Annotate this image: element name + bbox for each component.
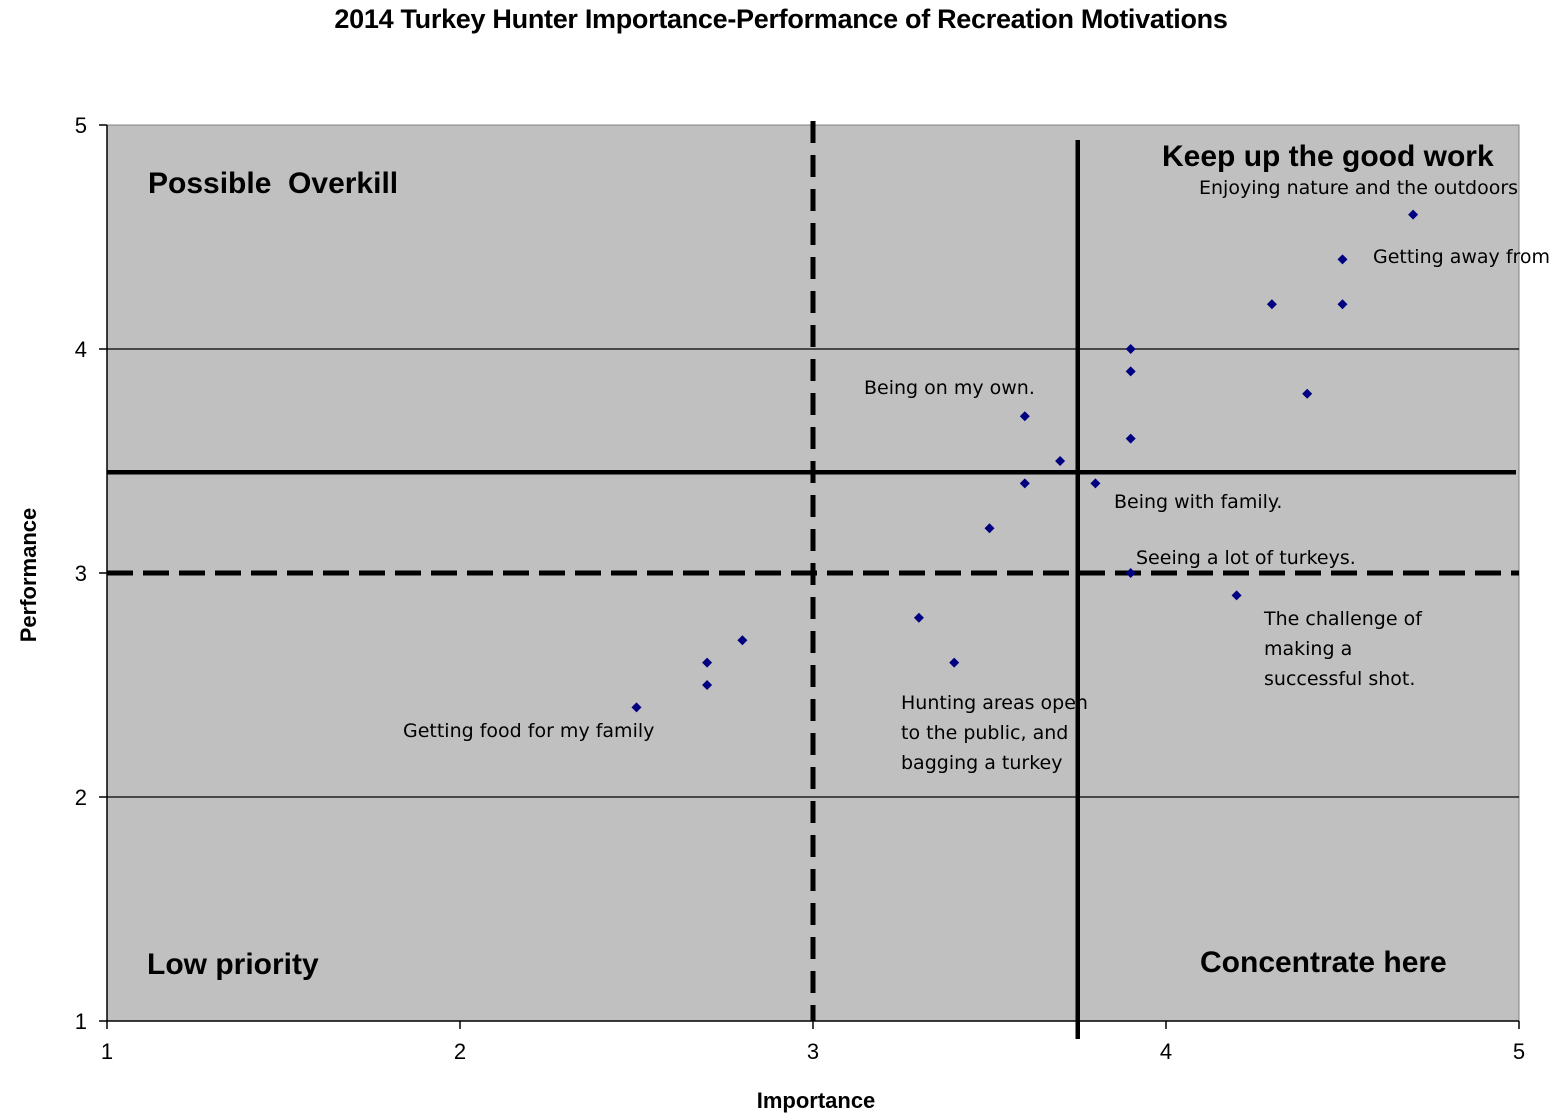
point-annotation: Seeing a lot of turkeys.	[1136, 547, 1356, 569]
point-annotation: Being on my own.	[864, 377, 1035, 399]
chart-title: 2014 Turkey Hunter Importance-Performanc…	[334, 4, 1228, 34]
gridlines	[107, 348, 1519, 798]
data-point	[1019, 411, 1030, 422]
x-tick-label: 3	[807, 1039, 819, 1064]
data-point	[1019, 478, 1030, 489]
data-point	[702, 680, 713, 690]
point-annotation: to the public, and	[901, 722, 1068, 744]
point-annotations: Enjoying nature and the outdoors Getting …	[403, 177, 1550, 774]
data-point	[1408, 209, 1419, 220]
point-annotation: Getting away from	[1373, 246, 1550, 268]
y-tick-label: 2	[75, 785, 87, 810]
point-annotation: Being with family.	[1114, 491, 1282, 513]
quadrant-labels: Possible Overkill Keep up the good work …	[147, 140, 1494, 981]
point-annotation: Getting food for my family	[403, 720, 654, 742]
data-point	[1302, 388, 1313, 399]
point-annotation: Hunting areas open	[901, 692, 1088, 714]
reference-lines	[107, 121, 1519, 1039]
x-axis-title: Importance	[757, 1088, 876, 1113]
data-point	[1125, 433, 1136, 444]
point-annotation: The challenge of	[1263, 608, 1423, 630]
data-point	[1090, 478, 1101, 489]
data-point	[949, 657, 960, 668]
point-annotation: bagging a turkey	[901, 752, 1063, 774]
data-point	[1125, 366, 1136, 377]
data-point	[631, 702, 642, 713]
data-point	[702, 657, 713, 668]
point-annotation: making a	[1264, 638, 1352, 660]
x-axis-ticks: 1 2 3 4 5	[101, 1021, 1525, 1064]
data-point	[984, 523, 995, 534]
quadrant-label-top-right: Keep up the good work	[1162, 140, 1494, 173]
x-tick-label: 1	[101, 1039, 113, 1064]
quadrant-label-bottom-right: Concentrate here	[1200, 946, 1447, 979]
data-point	[913, 612, 924, 623]
data-points	[631, 209, 1419, 713]
point-annotation: successful shot.	[1264, 668, 1415, 690]
data-point	[1266, 299, 1277, 310]
quadrant-label-bottom-left: Low priority	[147, 948, 319, 981]
data-point	[1337, 254, 1348, 265]
y-tick-label: 1	[75, 1009, 87, 1034]
x-tick-label: 5	[1513, 1039, 1525, 1064]
y-tick-label: 5	[75, 113, 87, 138]
data-point	[1055, 456, 1066, 466]
point-annotation: Enjoying nature and the outdoors	[1199, 177, 1518, 199]
data-point	[1125, 344, 1136, 354]
x-tick-label: 2	[454, 1039, 466, 1064]
data-point	[1125, 568, 1136, 578]
data-point	[1337, 299, 1348, 310]
data-point	[1231, 590, 1242, 601]
y-axis-title: Performance	[16, 508, 41, 643]
y-tick-label: 4	[75, 337, 87, 362]
y-axis-ticks: 1 2 3 4 5	[75, 113, 107, 1034]
x-tick-label: 4	[1160, 1039, 1172, 1064]
data-point	[737, 635, 748, 646]
y-tick-label: 3	[75, 561, 87, 586]
quadrant-label-top-left: Possible Overkill	[148, 167, 398, 200]
